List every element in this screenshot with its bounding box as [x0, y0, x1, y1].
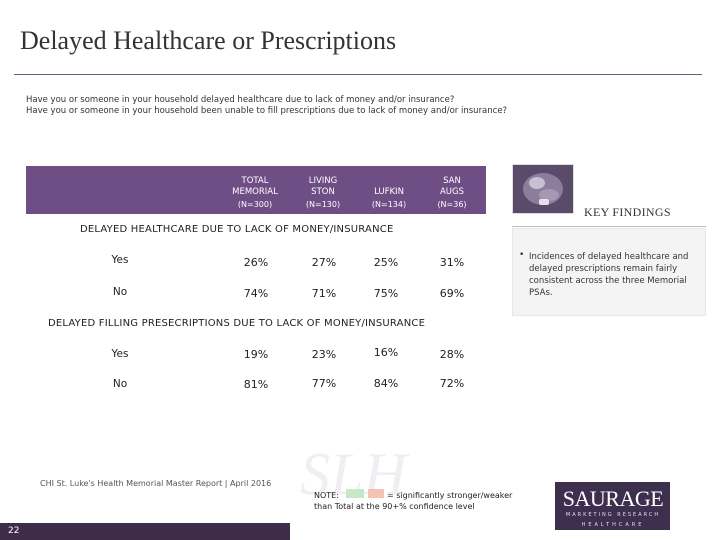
col-label-line2: LUFKIN: [374, 187, 404, 197]
logo-subtitle-2: HEALTHCARE: [581, 522, 645, 528]
row-label: No: [112, 286, 128, 298]
table-cell: 71%: [311, 287, 337, 300]
logo-wordmark: SAURAGE: [562, 486, 664, 511]
table-header: TOTAL MEMORIAL (N=300) LIVING STON (N=13…: [26, 166, 486, 214]
table-cell: 27%: [311, 256, 337, 269]
row-label: No: [112, 378, 128, 390]
table-cell: 23%: [311, 348, 337, 361]
table-cell: 19%: [243, 348, 269, 361]
col-label-line1: SAN: [443, 176, 461, 186]
table-cell: 74%: [243, 287, 269, 300]
table-cell: 84%: [373, 377, 399, 390]
key-finding-text: Incidences of delayed healthcare and del…: [529, 252, 689, 298]
note-line2: than Total at the 90+% confidence level: [314, 502, 475, 511]
col-n-san-augustine: (N=36): [437, 200, 467, 209]
title-divider: [14, 74, 702, 75]
col-header-total: TOTAL MEMORIAL: [220, 176, 290, 198]
col-n-livingston: (N=130): [305, 200, 341, 209]
section-label-prescriptions: DELAYED FILLING PRESECRIPTIONS DUE TO LA…: [48, 318, 426, 329]
col-label-line1: TOTAL: [241, 176, 269, 186]
col-label-line2: AUGS: [439, 187, 465, 197]
table-cell: 25%: [373, 256, 399, 269]
table-cell: 28%: [439, 348, 465, 361]
page-title: Delayed Healthcare or Prescriptions: [20, 26, 397, 55]
table-cell: 69%: [439, 287, 465, 300]
col-n-total: (N=300): [237, 200, 273, 209]
significant-weaker-swatch: [368, 489, 384, 498]
table-cell: 31%: [439, 256, 465, 269]
row-label: Yes: [111, 254, 129, 266]
logo-subtitle: MARKETING RESEARCH: [565, 512, 661, 518]
page-number: 22: [8, 526, 20, 536]
question-1: Have you or someone in your household de…: [26, 95, 455, 105]
section-label-healthcare: DELAYED HEALTHCARE DUE TO LACK OF MONEY/…: [80, 224, 394, 235]
note-prefix: NOTE:: [314, 491, 339, 500]
key-findings-title: KEY FINDINGS: [584, 205, 671, 219]
table-cell: 81%: [243, 378, 269, 391]
col-header-lufkin: LUFKIN: [356, 187, 422, 198]
question-2: Have you or someone in your household be…: [26, 106, 508, 116]
key-findings-divider: [512, 226, 706, 227]
key-findings-box: [512, 228, 706, 316]
significant-stronger-swatch: [346, 489, 364, 498]
table-cell: 77%: [311, 377, 337, 390]
source-footer: CHI St. Luke's Health Memorial Master Re…: [40, 479, 272, 488]
saurage-logo: [555, 482, 670, 530]
col-label-line2: STON: [311, 187, 335, 197]
row-label: Yes: [111, 348, 129, 360]
col-label-line2: MEMORIAL: [232, 187, 278, 197]
table-cell: 26%: [243, 256, 269, 269]
key-findings-image: [512, 164, 574, 214]
col-n-lufkin: (N=134): [371, 200, 407, 209]
col-header-livingston: LIVING STON: [290, 176, 356, 198]
table-cell: 75%: [373, 287, 399, 300]
table-cell: 72%: [439, 377, 465, 390]
page-number-bar: [0, 523, 290, 540]
col-label-line1: LIVING: [308, 176, 338, 186]
bullet-icon: •: [519, 250, 525, 260]
col-header-san-augustine: SAN AUGS: [422, 176, 482, 198]
table-cell: 16%: [373, 346, 399, 359]
note-equals: = significantly stronger/weaker: [387, 491, 513, 500]
